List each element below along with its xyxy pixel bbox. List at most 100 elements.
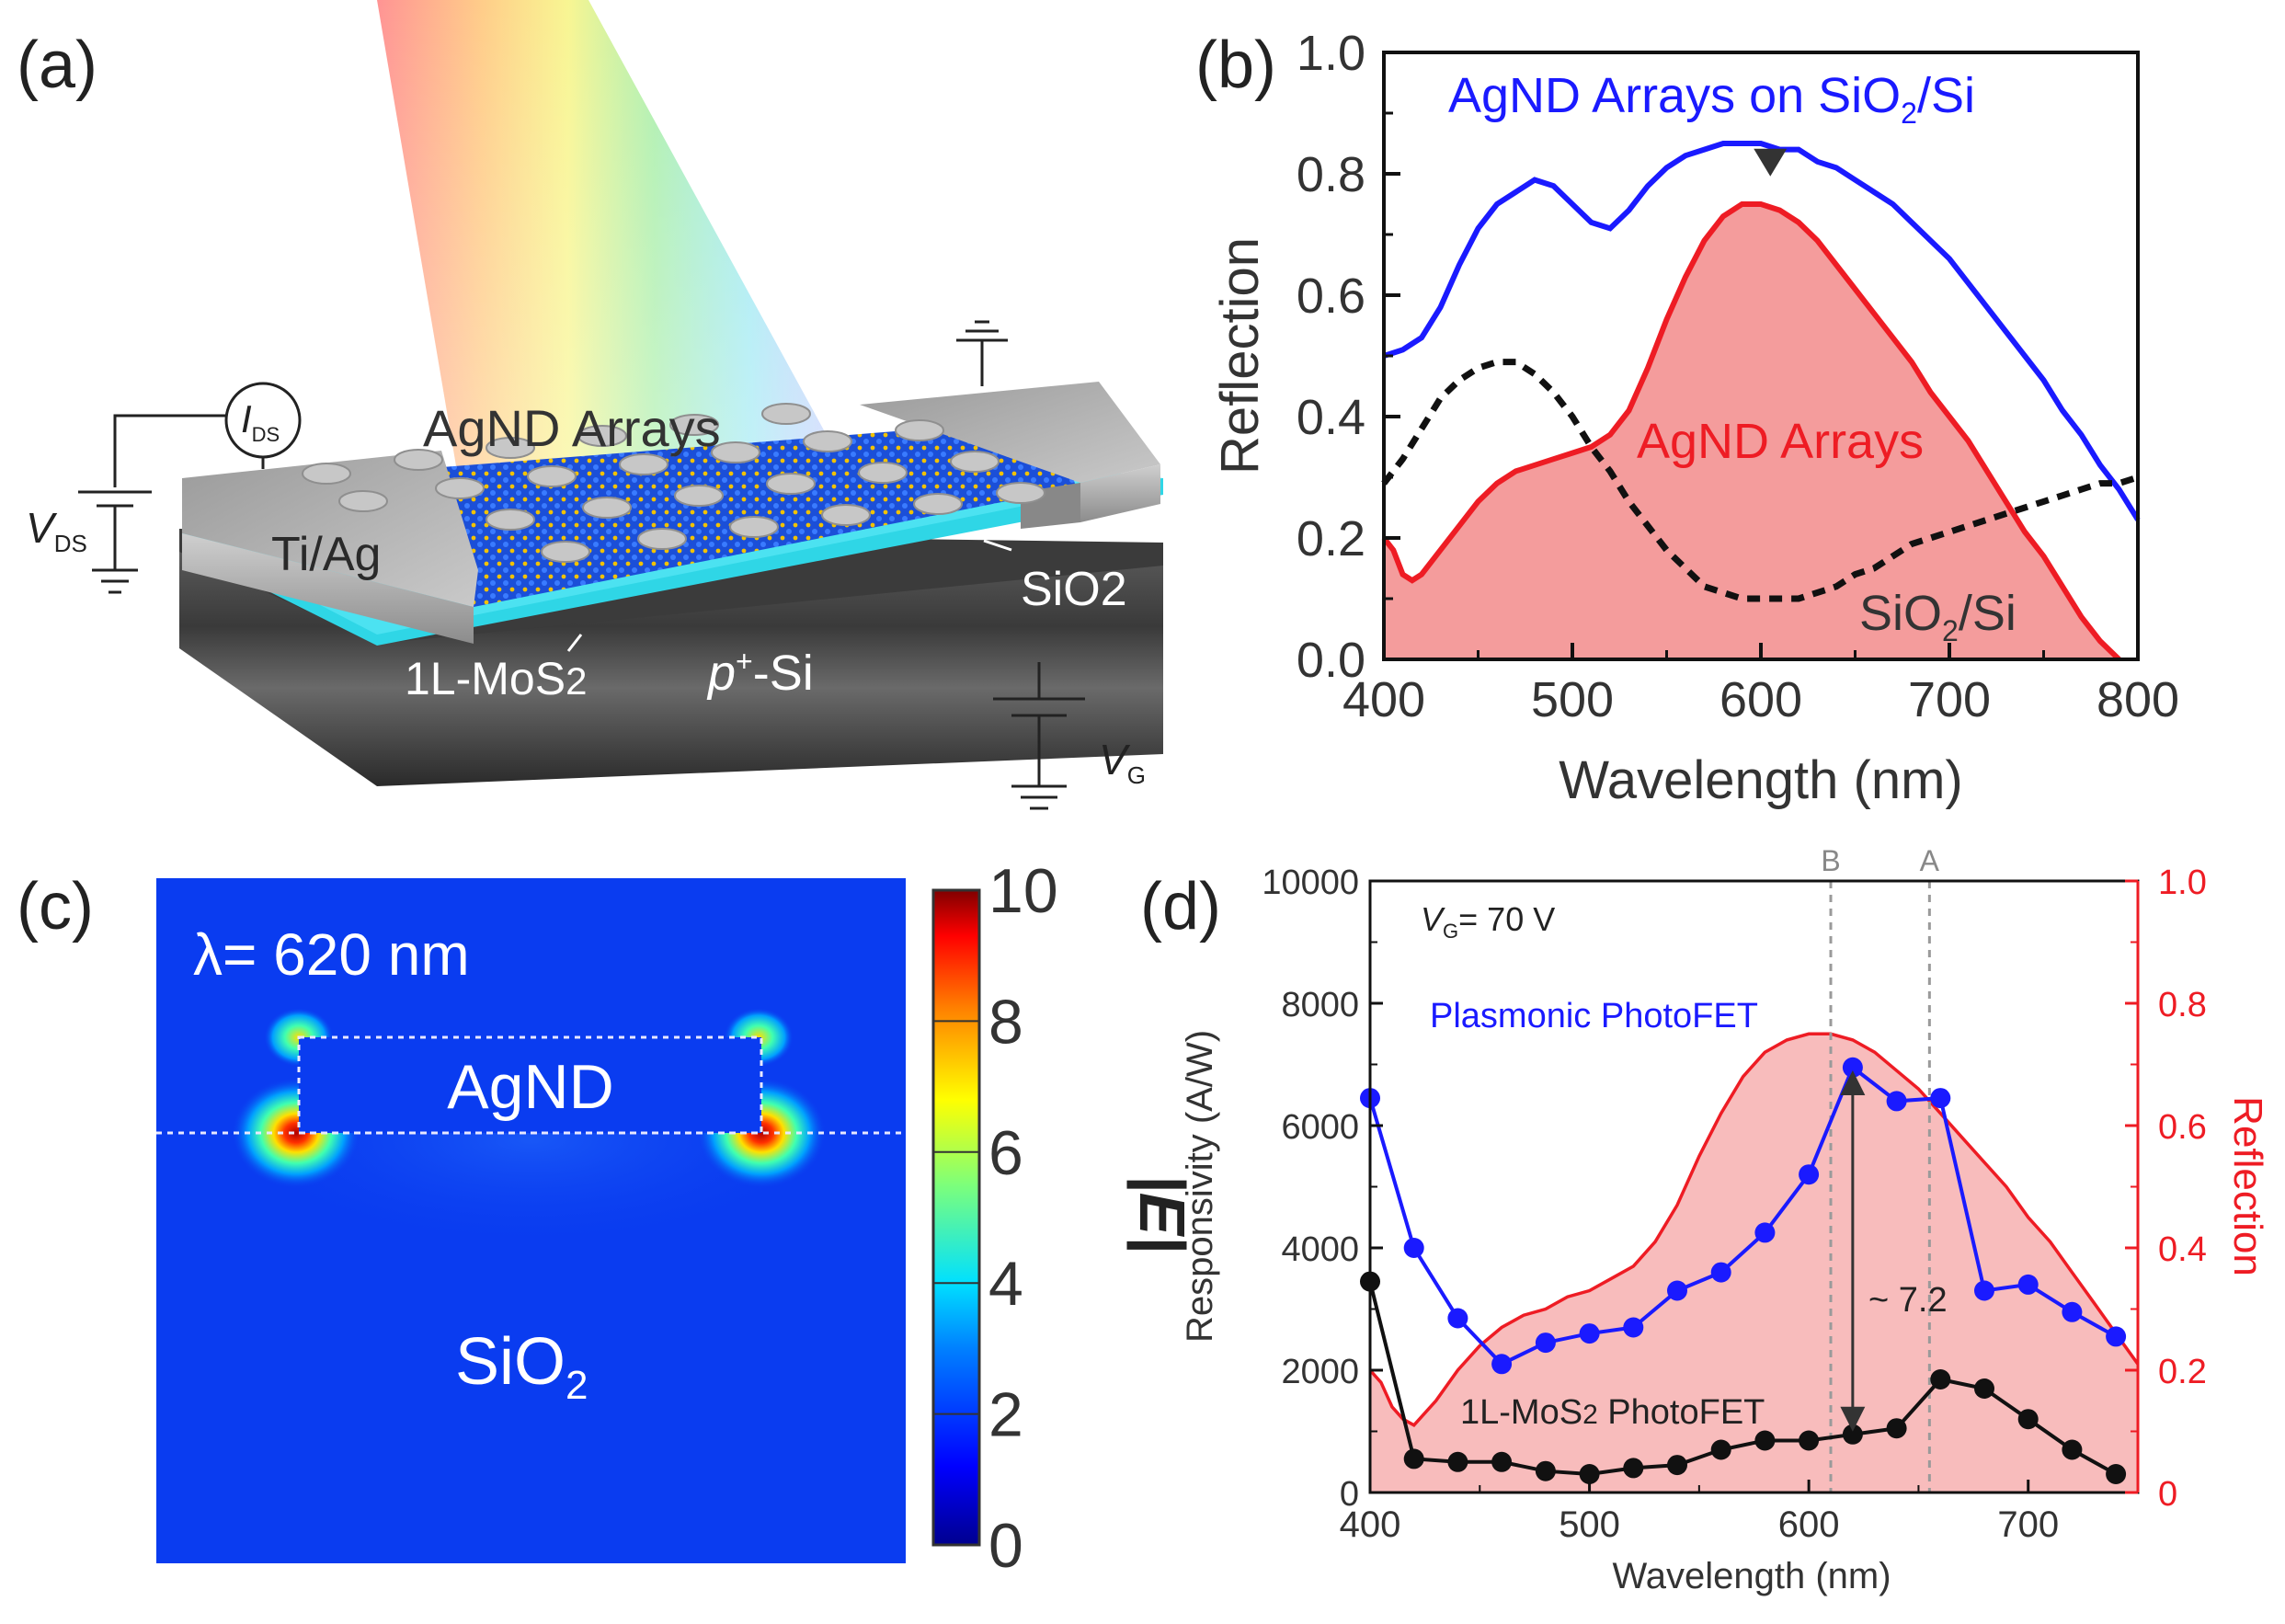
d-plasmonic-point — [2017, 1274, 2039, 1295]
d-plasmonic-point — [1403, 1238, 1424, 1258]
d-mos2-annotation: 1L-MoS2 PhotoFET — [1460, 1393, 1765, 1432]
d-ytick-right-label: 0.4 — [2158, 1230, 2207, 1269]
b-series-red-line — [1381, 201, 2121, 662]
d-reflection-line — [1368, 1032, 2140, 1428]
panel-a-device-schematic: (a) — [17, 0, 1163, 810]
d-mos2-point — [1623, 1458, 1644, 1479]
colorbar-tick-label: 10 — [988, 856, 1058, 926]
b-ytick-label: 1.0 — [1297, 26, 1365, 81]
b-ytick-label: 0.2 — [1297, 511, 1365, 566]
ids-symbol: IDS — [241, 397, 280, 446]
d-guide-b-label: B — [1821, 844, 1840, 877]
sio2-label-a: SiO2 — [1021, 563, 1127, 616]
colorbar-title: |E| — [1126, 1174, 1198, 1253]
d-mos2-point — [2062, 1439, 2083, 1460]
d-plasmonic-point — [1930, 1088, 1951, 1109]
d-mos2-point — [1667, 1455, 1687, 1476]
b-xtick-label: 400 — [1342, 672, 1425, 727]
d-mos2-point — [1974, 1378, 1994, 1399]
colorbar-tick-label: 6 — [988, 1118, 1023, 1188]
b-xtick-label: 500 — [1531, 672, 1614, 727]
d-ytick-label: 2000 — [1281, 1353, 1359, 1391]
d-mos2-point — [1930, 1369, 1951, 1390]
d-ytick-label: 10000 — [1262, 863, 1359, 902]
d-ytick-right-label: 0 — [2158, 1475, 2177, 1514]
colorbar-tick-label: 4 — [988, 1249, 1023, 1319]
d-plasmonic-point — [1754, 1222, 1776, 1243]
vds-label: VDS — [26, 504, 87, 557]
b-xlabel: Wavelength (nm) — [1559, 750, 1962, 810]
b-series-blue-line — [1383, 141, 2141, 521]
agnd-label: AgND — [447, 1052, 613, 1122]
d-ytick-label: 0 — [1340, 1475, 1359, 1514]
b-ylabel: Reflection — [1210, 237, 1270, 475]
ammeter-symbol — [224, 382, 302, 459]
vg-label: VG — [1099, 736, 1146, 789]
d-mos2-point — [1447, 1451, 1468, 1472]
rainbow-light-beam-fade — [377, 0, 855, 487]
lambda-label: λ= 620 nm — [193, 921, 470, 988]
ti-ag-pad-left-front — [182, 533, 474, 644]
agnd-disk-outline — [297, 1035, 763, 1135]
d-plasmonic-point — [1535, 1332, 1556, 1354]
d-plasmonic-point — [1491, 1354, 1513, 1375]
ti-ag-pad-left-top — [182, 451, 478, 607]
agnd-arrays-label: AgND Arrays — [423, 399, 721, 457]
d-mos2-point — [2106, 1464, 2127, 1484]
d-plasmonic-annotation: Plasmonic PhotoFET — [1430, 997, 1758, 1035]
d-plasmonic-point — [1579, 1323, 1600, 1344]
d-mos2-point — [1535, 1460, 1556, 1481]
ti-ag-label: Ti/Ag — [271, 528, 381, 581]
d-xtick-label: 500 — [1559, 1504, 1620, 1545]
d-ylabel-right: Reflection — [2225, 1096, 2270, 1276]
d-mos2-point — [1403, 1448, 1424, 1470]
colorbar-ticks: 0 2 4 6 8 10 — [933, 856, 1058, 1581]
d-plasmonic-point — [1886, 1091, 1907, 1112]
d-vg-annotation: VG= 70 V — [1421, 900, 1555, 943]
ti-ag-pad-right-front — [1080, 464, 1160, 522]
mos2-label: 1L-MoS2 — [405, 653, 587, 704]
d-ytick-label: 6000 — [1281, 1108, 1359, 1147]
d-mos2-point — [1799, 1430, 1820, 1451]
b-xtick-label: 600 — [1719, 672, 1802, 727]
sio2-label-c: SiO2 — [455, 1325, 588, 1408]
b-axes: 400 500 600 700 800 0.0 0.2 0.4 0.6 0.8 1.0 — [1297, 26, 2179, 727]
b-ytick-label: 0.0 — [1297, 633, 1365, 688]
d-plasmonic-point — [2106, 1326, 2127, 1347]
d-plasmonic-point — [1842, 1057, 1863, 1078]
d-mos2-point — [1754, 1430, 1776, 1451]
b-ytick-label: 0.6 — [1297, 269, 1365, 324]
d-guide-a-label: A — [1920, 844, 1940, 877]
b-red-area-fill — [1384, 204, 2119, 659]
d-ytick-right-label: 0.8 — [2158, 986, 2207, 1024]
d-ytick-right-label: 0.6 — [2158, 1108, 2207, 1147]
d-ytick-right-label: 1.0 — [2158, 863, 2207, 902]
agnd-disk-array — [302, 403, 1045, 563]
circuit-wiring — [78, 320, 1085, 810]
d-plasmonic-point — [1623, 1317, 1644, 1338]
d-xtick-label: 600 — [1778, 1504, 1840, 1545]
b-ytick-label: 0.4 — [1297, 390, 1365, 445]
d-ytick-label: 4000 — [1281, 1230, 1359, 1269]
panel-c-label: (c) — [17, 870, 94, 944]
p-si-label: p+-Si — [706, 645, 814, 701]
d-xtick-label: 700 — [1997, 1504, 2059, 1545]
colorbar-tick-label: 2 — [988, 1380, 1023, 1450]
d-mos2-point — [1579, 1464, 1600, 1484]
d-ytick-right-label: 0.2 — [2158, 1353, 2207, 1391]
panel-d-responsivity-chart: (d) 400 500 600 700 0 2000 4000 6000 8000 10000 0 0… — [1140, 844, 2270, 1596]
b-peak-marker-triangle — [1754, 148, 1788, 177]
colorbar-tick-label: 8 — [988, 987, 1023, 1057]
d-plasmonic-point — [1667, 1280, 1687, 1301]
d-mos2-point — [1491, 1451, 1513, 1472]
b-ytick-label: 0.8 — [1297, 147, 1365, 202]
b-annotation-red: AgND Arrays — [1637, 414, 1924, 469]
d-plot-lines — [1360, 1057, 2127, 1484]
d-plasmonic-point — [1974, 1280, 1994, 1301]
b-series-black-dashed-line — [1381, 359, 2140, 602]
d-plasmonic-point — [1710, 1262, 1731, 1283]
d-mos2-point — [1842, 1424, 1863, 1445]
colorbar-tick-label: 0 — [988, 1511, 1023, 1581]
sio2-pointer-line — [983, 539, 1012, 552]
